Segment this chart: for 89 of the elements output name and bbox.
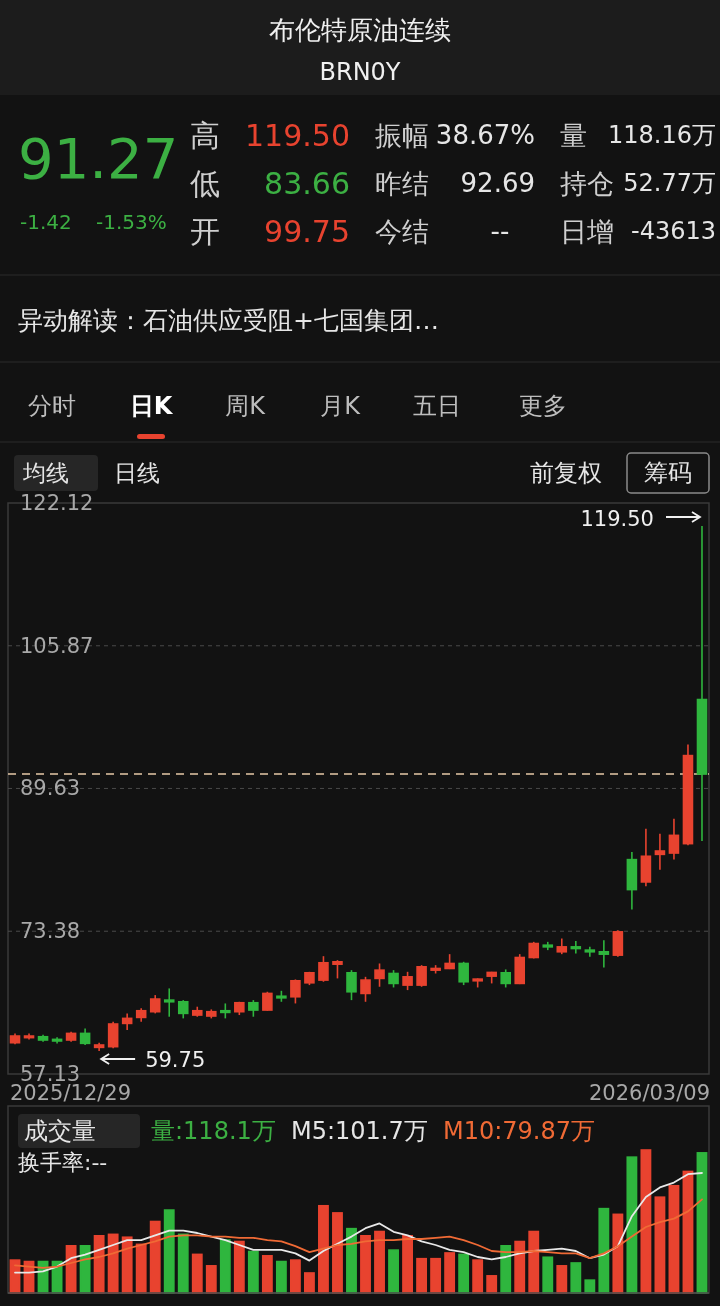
text: 低	[190, 165, 220, 201]
text: -1.42	[20, 210, 72, 234]
bar	[542, 1256, 554, 1294]
text: 月K	[320, 392, 362, 420]
bar	[458, 1253, 470, 1294]
bar	[640, 1149, 652, 1294]
text: BRN0Y	[319, 58, 401, 86]
bar	[528, 1230, 540, 1294]
bar	[388, 1249, 399, 1294]
text: M10:79.87万	[443, 1117, 596, 1145]
text: -43613	[630, 217, 716, 245]
text: 99.75	[264, 213, 350, 249]
bar	[121, 1236, 133, 1294]
bar	[486, 1275, 498, 1294]
bar	[430, 1257, 442, 1294]
y-tick-label: 73.38	[20, 919, 81, 944]
text: 成交量	[24, 1117, 96, 1145]
bar	[304, 1272, 315, 1294]
bar	[205, 1265, 217, 1294]
text: 昨结	[375, 167, 429, 199]
bar	[626, 1156, 638, 1294]
bar	[107, 1233, 119, 1294]
y-tick-label: 89.63	[20, 776, 81, 801]
bar	[149, 1220, 161, 1294]
bar	[79, 1245, 91, 1294]
annotation: 换手率:--	[18, 1149, 108, 1175]
text: 量	[560, 119, 587, 151]
bar	[402, 1235, 413, 1294]
bar	[556, 1265, 568, 1294]
text: 振幅	[375, 119, 429, 151]
text: 52.77万	[623, 169, 716, 197]
text: 持仓	[560, 167, 614, 199]
annotation: 59.75	[145, 1047, 206, 1072]
bar	[500, 1245, 512, 1294]
bar	[163, 1209, 175, 1294]
bar	[598, 1207, 610, 1294]
bar	[612, 1213, 624, 1294]
bar	[191, 1253, 203, 1294]
bar	[261, 1255, 273, 1294]
text: 日K	[129, 392, 174, 420]
text: 91.27	[18, 125, 179, 191]
bar	[472, 1259, 484, 1294]
bar	[233, 1240, 245, 1294]
bar	[289, 1259, 301, 1294]
text: 高	[190, 117, 220, 153]
text: --	[490, 216, 510, 246]
bar	[444, 1252, 456, 1294]
text: 更多	[519, 392, 567, 420]
text: 开	[190, 213, 220, 249]
bar	[135, 1243, 147, 1294]
text: 119.50	[245, 117, 350, 153]
bar	[570, 1262, 582, 1294]
text: 2026/03/09	[588, 1081, 710, 1105]
bar	[318, 1204, 329, 1294]
bar	[177, 1233, 189, 1294]
text: 异动解读：石油供应受阻+七国集团…	[18, 305, 439, 335]
text: M5:101.7万	[291, 1117, 428, 1145]
bar	[65, 1245, 77, 1294]
bar	[416, 1257, 428, 1294]
text: 布伦特原油连续	[269, 15, 451, 45]
bar	[275, 1260, 287, 1294]
bar	[219, 1239, 231, 1294]
annotation: 119.50	[580, 507, 654, 531]
bar	[360, 1235, 371, 1294]
text: 前复权	[530, 459, 602, 487]
text: 118.16万	[608, 121, 716, 149]
text: 今结	[375, 215, 429, 247]
y-tick-label: 105.87	[20, 633, 94, 658]
text: 2025/12/29	[10, 1081, 132, 1105]
text: 均线	[22, 460, 69, 486]
bar	[93, 1235, 105, 1294]
text: 周K	[225, 392, 267, 420]
bar	[514, 1240, 526, 1294]
text: 分时	[28, 392, 76, 420]
bar	[584, 1279, 596, 1294]
text: 量:118.1万	[151, 1117, 276, 1145]
text: 38.67%	[435, 120, 535, 150]
text: 五日	[413, 392, 461, 420]
y-tick-label: 122.12	[20, 491, 94, 515]
text: 92.69	[460, 168, 535, 198]
bar	[332, 1212, 343, 1294]
text: -1.53%	[96, 210, 167, 234]
bar	[346, 1227, 357, 1294]
bar	[374, 1230, 385, 1294]
text: 筹码	[644, 459, 692, 487]
text: 日线	[114, 460, 160, 486]
text: 日增	[560, 215, 614, 247]
bar	[247, 1250, 259, 1294]
text: 83.66	[264, 165, 350, 201]
